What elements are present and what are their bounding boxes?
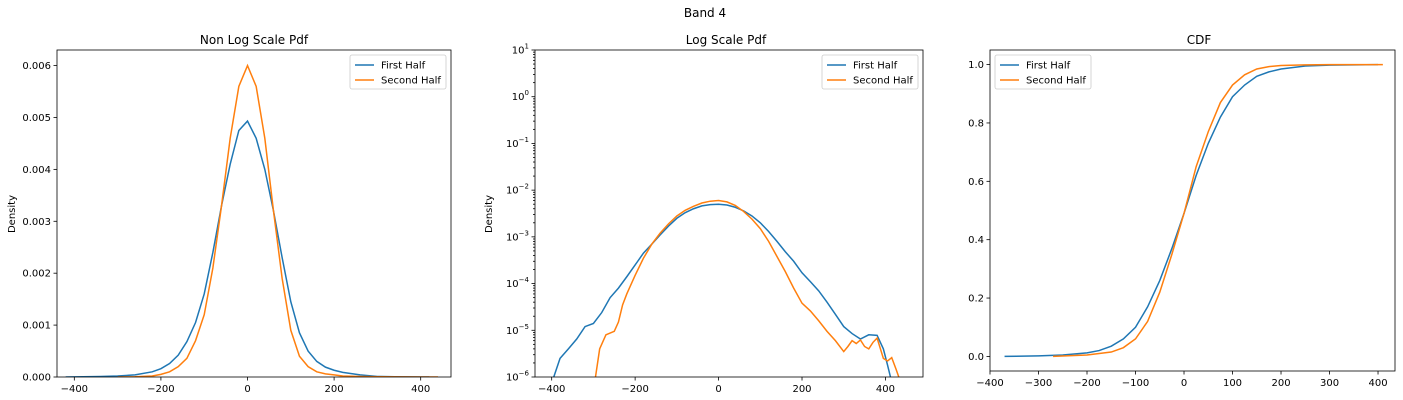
plot-frame: [56, 49, 452, 378]
y-axis-label: Density: [484, 195, 495, 233]
x-tick-label: −200: [1073, 378, 1100, 389]
y-tick-label: 10−2: [506, 183, 529, 197]
x-tick-label: −300: [1025, 378, 1052, 389]
legend: First Half Second Half: [821, 54, 919, 90]
legend-label: First Half: [1026, 61, 1071, 72]
y-tick-label: 0.006: [22, 61, 51, 72]
y-tick-label: 10−6: [506, 370, 530, 384]
y-tick-label: 10−4: [506, 276, 530, 290]
x-tick-label: 300: [1320, 378, 1339, 389]
series-line-first-half: [1004, 63, 1379, 358]
figure-suptitle: Band 4: [684, 6, 726, 20]
legend-label: Second Half: [853, 76, 913, 87]
x-tick-label: −400: [538, 384, 565, 395]
y-tick-label: 0.4: [968, 235, 984, 246]
y-tick-label: 100: [512, 89, 529, 103]
y-tick-label: 10−5: [506, 323, 529, 337]
y-tick-label: 1.0: [968, 60, 984, 71]
x-tick-label: 0: [1181, 378, 1187, 389]
series-line-second-half: [117, 63, 439, 377]
x-tick-label: −100: [1122, 378, 1149, 389]
series-line-first-half: [553, 203, 892, 377]
x-tick-label: 400: [1368, 378, 1387, 389]
y-tick-label: 0.001: [22, 321, 51, 332]
x-tick-label: 400: [411, 384, 430, 395]
legend-label: First Half: [381, 61, 426, 72]
x-tick-label: 200: [792, 384, 811, 395]
chart-title: Non Log Scale Pdf: [200, 33, 309, 47]
series-line-first-half: [65, 119, 430, 377]
chart-title: Log Scale Pdf: [686, 33, 767, 47]
y-tick-label: 0.2: [968, 294, 984, 305]
y-tick-label: 0.0: [968, 352, 984, 363]
x-tick-label: 0: [715, 384, 721, 395]
y-tick-label: 0.000: [22, 373, 51, 384]
plot-frame: [989, 49, 1396, 372]
x-tick-label: −400: [61, 384, 88, 395]
y-tick-label: 0.004: [22, 165, 51, 176]
legend-label: Second Half: [1026, 76, 1086, 87]
y-tick-label: 0.005: [22, 113, 51, 124]
y-tick-label: 0.8: [968, 118, 984, 129]
y-tick-label: 0.003: [22, 217, 51, 228]
x-tick-label: 100: [1223, 378, 1242, 389]
x-tick-label: −200: [621, 384, 648, 395]
series-line-second-half: [594, 199, 900, 377]
x-tick-label: −400: [976, 378, 1003, 389]
y-tick-label: 101: [512, 43, 529, 57]
legend: First Half Second Half: [349, 54, 447, 90]
chart-panel-log-pdf: Log Scale Pdf Density −400 −200 0 200 400 10−…: [484, 33, 924, 395]
x-tick-label: 400: [876, 384, 895, 395]
chart-title: CDF: [1187, 33, 1212, 47]
x-tick-label: 0: [244, 384, 250, 395]
y-tick-label: 0.002: [22, 269, 51, 280]
x-tick-label: −200: [147, 384, 174, 395]
chart-panel-non-log-pdf: Non Log Scale Pdf Density −400 −200 0 200 40…: [7, 33, 452, 395]
legend: First Half Second Half: [994, 54, 1092, 90]
y-tick-label: 10−3: [506, 229, 529, 243]
x-tick-label: 200: [1271, 378, 1290, 389]
y-tick-label: 0.6: [968, 177, 984, 188]
legend-label: Second Half: [381, 76, 441, 87]
x-tick-label: 200: [325, 384, 344, 395]
legend-label: First Half: [853, 61, 898, 72]
plot-frame: [534, 49, 924, 378]
chart-panel-cdf: CDF −400 −300 −200 −100 0 100 200 300 400 0.0 0.2 0…: [968, 33, 1396, 389]
y-tick-label: 10−1: [506, 136, 529, 150]
series-line-second-half: [1053, 63, 1383, 358]
y-axis-label: Density: [7, 195, 18, 233]
